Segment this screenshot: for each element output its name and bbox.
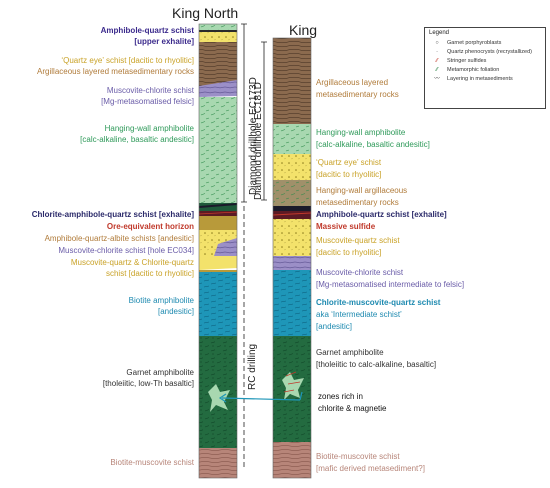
legend-item-label: Stringer sulfides [447, 58, 487, 64]
drillhole-brackets [241, 23, 267, 470]
label-andesitic-left: [andesitic] [157, 307, 194, 316]
label-musc-qtz-chl-qtz: Muscovite-quartz & Chlorite-quartz [70, 258, 194, 267]
label-dacitic-right-2: [dacitic to rhyolitic] [316, 248, 382, 257]
label-amph-qtz-schist: Amphibole-quartz schist [100, 26, 194, 35]
annotation-zones-rich: zones rich in [318, 392, 363, 401]
label-andesitic-right: [andesitic] [316, 322, 353, 331]
dot-icon: · [436, 49, 438, 55]
label-intermediate-schist: aka ‘Intermediate schist’ [316, 310, 402, 319]
label-mg-meta-felsic: [Mg-metasomatised felsic] [101, 97, 194, 106]
label-argillaceous-right: Argillaceous layered [316, 78, 389, 87]
label-dacitic-left: schist [dacitic to rhyolitic] [105, 269, 194, 278]
label-hw-metased-right: metasedimentary rocks [316, 198, 399, 207]
label-garnet-amph-right: Garnet amphibolite [316, 348, 384, 357]
label-musc-chl-ec034: Muscovite-chlorite schist [hole EC034] [58, 246, 194, 255]
rc-drilling-label: RC drilling [247, 343, 258, 390]
label-calc-alk-left: [calc-alkaline, basaltic andesitic] [80, 135, 194, 144]
label-upper-exhalite: [upper exhalite] [134, 37, 194, 46]
legend-item-quartz: · Quartz phenocrysts (recrystallized) [429, 49, 532, 56]
legend-item-label: Quartz phenocrysts (recrystallized) [447, 49, 532, 55]
annotation-chlorite-magnetie: chlorite & magnetie [318, 404, 387, 413]
label-quartz-eye-right: ‘Quartz eye’ schist [316, 158, 382, 167]
label-bio-musc-right: Biotite-muscovite schist [316, 452, 400, 461]
title-king-north: King North [172, 5, 239, 21]
label-dacitic-right: [dacitic to rhyolitic] [316, 170, 382, 179]
legend-item-label: Layering in metasediments [447, 76, 513, 82]
label-musc-chl-left: Muscovite-chlorite schist [106, 86, 194, 95]
legend-item-label: Garnet porphyroblasts [447, 40, 502, 46]
label-massive-sulfide: Massive sulfide [316, 222, 376, 231]
annotation-arrows [218, 391, 303, 403]
label-ore-horizon: Ore-equivalent horizon [106, 222, 194, 231]
right-column [272, 37, 312, 479]
label-biotite-amph: Biotite amphibolite [128, 296, 194, 305]
legend-item-label: Metamorphic foliation [447, 67, 500, 73]
label-garnet-amph-left: Garnet amphibolite [126, 368, 194, 377]
legend-item-garnet: ○ Garnet porphyroblasts [429, 40, 501, 47]
label-hw-argill-right: Hanging-wall argillaceous [316, 186, 408, 195]
label-bio-musc-left: Biotite-muscovite schist [110, 458, 194, 467]
label-chl-amph-qtz: Chlorite-amphibole-quartz schist [exhali… [31, 210, 194, 219]
label-amph-qtz-exhalite-right: Amphibole-quartz schist [exhalite] [316, 210, 447, 219]
label-argillaceous-left: Argillaceous layered metasedimentary roc… [37, 67, 194, 76]
label-mafic-derived: [mafic derived metasediment?] [316, 464, 425, 473]
label-mg-meta-int: [Mg-metasomatised intermediate to felsic… [316, 280, 465, 289]
left-column [198, 23, 238, 479]
label-tholeiitic-right: [tholeiitic to calc-alkaline, basaltic] [316, 360, 437, 369]
legend-item-foliation: ⁄⁄ Metamorphic foliation [429, 67, 499, 74]
legend-item-layering: 〰 Layering in metasediments [429, 76, 513, 83]
label-calc-alk-right: [calc-alkaline, basaltic andesitic] [316, 140, 430, 149]
title-king: King [289, 22, 318, 38]
label-tholeiitic-left: [tholeiitic, low-Th basaltic] [102, 379, 194, 388]
red-dash-icon: ⁄⁄ [436, 58, 438, 64]
legend-title: Legend [429, 30, 450, 36]
black-line-icon: 〰 [434, 76, 440, 82]
legend-item-stringer: ⁄⁄ Stringer sulfides [429, 58, 486, 65]
label-musc-qtz-right: Muscovite-quartz schist [316, 236, 400, 245]
label-musc-chl-right: Muscovite-chlorite schist [316, 268, 404, 277]
label-chl-musc-qtz: Chlorite-muscovite-quartz schist [316, 298, 441, 307]
green-dash-icon: ⁄⁄ [436, 67, 438, 73]
circle-icon: ○ [435, 40, 439, 46]
label-quartz-eye-left: ‘Quartz eye’ schist [dacitic to rhyoliti… [61, 56, 194, 65]
label-amph-qtz-albite: Amphibole-quartz-albite schists [andesit… [44, 234, 194, 243]
ec181d-label: Diamond drillhole EC181D [253, 82, 264, 200]
label-hw-amph-left: Hanging-wall amphibolite [104, 124, 194, 133]
label-metased-right: metasedimentary rocks [316, 90, 399, 99]
label-hw-amph-right: Hanging-wall amphibolite [316, 128, 406, 137]
legend-box: Legend ○ Garnet porphyroblasts · Quartz ph… [424, 27, 546, 109]
